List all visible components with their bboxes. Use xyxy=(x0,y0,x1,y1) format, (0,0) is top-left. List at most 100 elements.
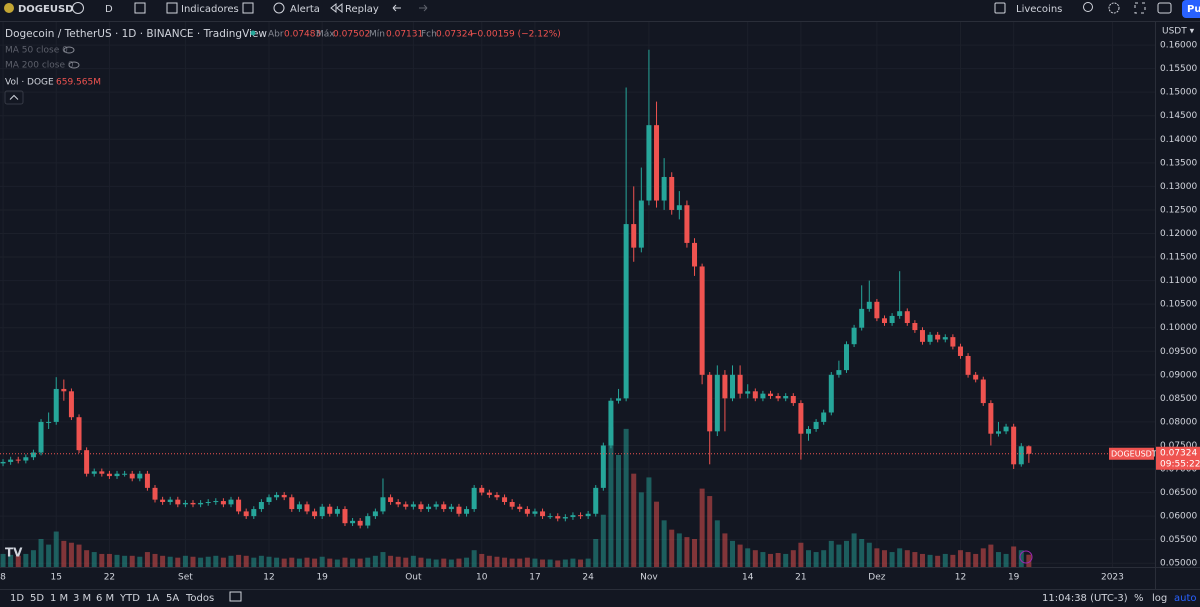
volume-bar xyxy=(593,539,599,567)
volume-bar xyxy=(220,557,226,567)
fullscreen-icon[interactable] xyxy=(1134,2,1146,14)
candle-body xyxy=(312,511,318,517)
candle-body xyxy=(418,504,424,510)
volume-bar xyxy=(190,556,196,567)
range-button[interactable]: 6 M xyxy=(96,593,114,604)
low-value: 0.07131 xyxy=(386,30,423,40)
range-button[interactable]: 5D xyxy=(30,593,44,604)
add-symbol-icon[interactable] xyxy=(72,2,84,14)
candle-body xyxy=(502,497,508,502)
volume-bar xyxy=(441,558,447,567)
candle-body xyxy=(380,497,386,512)
volume-bar xyxy=(859,539,865,567)
candle-body xyxy=(623,224,629,399)
range-button[interactable]: 1D xyxy=(10,593,24,604)
volume-bar xyxy=(205,556,211,567)
alert-button[interactable]: Alerta xyxy=(290,4,320,15)
candle-body xyxy=(266,497,272,502)
x-tick-label: 12 xyxy=(263,573,274,583)
volume-bar xyxy=(319,556,325,567)
log-toggle[interactable]: log xyxy=(1152,593,1167,604)
volume-bar xyxy=(730,540,736,567)
volume-bar xyxy=(38,539,44,567)
indicators-icon[interactable] xyxy=(166,2,178,14)
candle-body xyxy=(973,374,979,380)
interval[interactable]: D xyxy=(105,4,113,15)
x-tick-label: 19 xyxy=(1008,573,1020,583)
tv-logo[interactable]: TV xyxy=(5,546,23,560)
ma200-hidden-icon[interactable] xyxy=(68,61,80,69)
candle-body xyxy=(775,396,781,399)
y-tick-label: 0.10000 xyxy=(1160,323,1197,333)
volume-bar xyxy=(114,554,120,567)
ma50-hidden-icon[interactable] xyxy=(63,46,75,54)
volume-bar xyxy=(897,548,903,567)
range-button[interactable]: 1A xyxy=(146,593,159,604)
date-range-icon[interactable] xyxy=(229,591,242,602)
collapse-icon[interactable] xyxy=(9,94,19,100)
volume-bar xyxy=(692,539,698,567)
x-tick-label: 21 xyxy=(795,573,806,583)
candle-body xyxy=(737,374,743,394)
range-button[interactable]: 3 M xyxy=(73,593,91,604)
x-tick-label: 12 xyxy=(955,573,966,583)
settings-icon[interactable] xyxy=(1108,2,1120,14)
percent-toggle[interactable]: % xyxy=(1134,593,1144,604)
volume-bar xyxy=(578,559,584,567)
publish-button-bg[interactable] xyxy=(1182,0,1200,18)
templates-icon[interactable] xyxy=(242,2,254,14)
replay-icon[interactable] xyxy=(330,2,343,14)
candle-body xyxy=(243,511,249,517)
volume-bar xyxy=(532,558,538,567)
checkbox[interactable] xyxy=(994,2,1006,14)
volume-bar xyxy=(304,557,310,567)
volume-bar xyxy=(631,473,637,567)
volume-bar xyxy=(479,553,485,567)
range-button[interactable]: Todos xyxy=(185,593,214,604)
candle-body xyxy=(205,501,211,503)
undo-icon[interactable] xyxy=(392,4,401,12)
collapse-button[interactable] xyxy=(4,90,24,105)
candle-body xyxy=(182,502,188,505)
candle-body xyxy=(646,125,652,201)
account-button[interactable]: Livecoins xyxy=(1016,4,1062,15)
volume-bar xyxy=(760,552,766,567)
volume-bar xyxy=(866,542,872,567)
volume-bar xyxy=(806,550,811,567)
range-button[interactable]: 1 M xyxy=(50,593,68,604)
range-button[interactable]: 5A xyxy=(166,593,179,604)
candle-body xyxy=(669,176,675,210)
volume-bar xyxy=(106,553,112,567)
volume-bar xyxy=(790,550,796,567)
chart-type-icon[interactable] xyxy=(134,2,146,14)
volume-bar xyxy=(395,556,401,567)
candle-body xyxy=(935,334,941,340)
volume-bar xyxy=(555,560,561,567)
replay-button[interactable]: Replay xyxy=(345,4,379,15)
search-icon[interactable] xyxy=(1083,2,1093,12)
redo-icon[interactable] xyxy=(419,4,428,12)
volume-bar xyxy=(768,553,774,567)
y-tick-label: 0.06000 xyxy=(1160,512,1197,522)
candle-body xyxy=(304,504,310,512)
volume-bar xyxy=(904,550,910,567)
volume-bar xyxy=(562,559,568,567)
candle-body xyxy=(91,471,97,474)
range-button[interactable]: YTD xyxy=(119,593,140,604)
candle-body xyxy=(456,506,462,514)
auto-toggle[interactable]: auto xyxy=(1174,593,1197,604)
alert-icon[interactable] xyxy=(273,2,285,14)
volume-bar xyxy=(973,553,979,567)
publish-button[interactable]: Pu xyxy=(1187,4,1200,15)
candle-body xyxy=(783,396,789,399)
volume-bar xyxy=(995,552,1001,567)
volume-bar xyxy=(380,552,386,567)
indicators-button[interactable]: Indicadores xyxy=(181,4,239,15)
volume-bar xyxy=(53,531,59,567)
symbol[interactable]: DOGEUSD xyxy=(18,4,73,15)
candle-body xyxy=(152,487,158,500)
currency-label[interactable]: USDT ▾ xyxy=(1162,27,1195,37)
events-icon[interactable] xyxy=(1019,550,1033,564)
screenshot-icon[interactable] xyxy=(1157,2,1172,14)
open-label: Abr xyxy=(268,30,284,40)
